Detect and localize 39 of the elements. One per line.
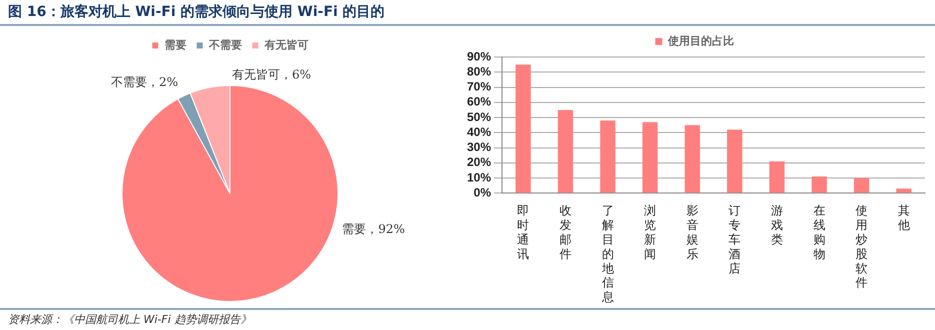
bar [812,176,827,193]
legend-label: 需要 [164,40,186,52]
y-tick-label: 70% [466,80,492,94]
data-label: 不需要，2% [111,75,178,90]
legend-label: 使用目的占比 [666,34,734,48]
bar [896,188,912,193]
y-tick-label: 80% [466,64,492,78]
text: 资料来源：《中国航司机上 Wi-Fi 趋势调研报告》 [0,308,935,329]
bar [558,110,574,193]
bar [642,122,658,193]
y-tick-label: 50% [466,110,492,124]
y-tick-label: 40% [466,124,492,139]
chart-title: 图 16：旅客对机上 Wi-Fi 的需求倾向与使用 Wi-Fi 的目的 [0,0,935,26]
y-tick-label: 0% [474,186,492,200]
bar [769,161,785,193]
x-tick-label: 收发邮件 [559,204,572,261]
y-tick-label: 90% [466,49,492,64]
y-tick-label: 10% [466,170,492,184]
x-tick-label: 其他 [898,204,910,232]
x-tick-label: 影音娱乐 [686,204,698,261]
y-tick-label: 20% [466,155,492,170]
data-label: 有无皆可，6% [232,68,312,82]
bar [600,120,616,193]
y-tick-label: 60% [466,94,492,109]
bar [684,125,700,193]
data-label: 需要，92% [342,222,405,236]
legend-label: 不需要 [208,40,242,52]
x-tick-label: 游戏类 [770,204,783,247]
x-tick-label: 即时通讯 [517,204,530,261]
bar [516,64,531,193]
x-tick-label: 订专车酒店 [728,204,741,276]
y-tick-label: 30% [466,140,492,154]
legend-label: 有无皆可 [263,38,308,52]
bar [727,130,742,193]
bar [854,178,870,193]
x-tick-label: 了解目的地信息 [600,204,614,304]
x-tick-label: 浏览新闻 [644,204,656,261]
x-tick-label: 使用炒股软件 [856,204,868,290]
x-tick-label: 在线购物 [813,204,826,261]
